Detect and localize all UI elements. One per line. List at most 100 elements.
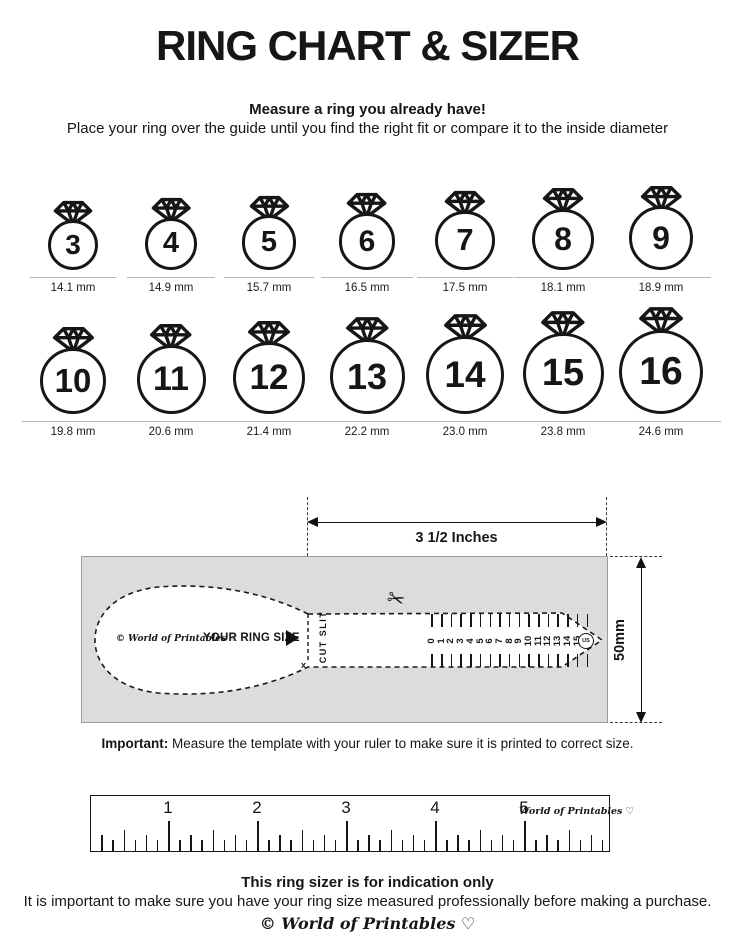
diamond-icon [52, 327, 94, 354]
scale-tick-bottom [450, 654, 453, 667]
scale-tick-bottom [586, 654, 588, 667]
ring-underline [504, 421, 622, 422]
ring-circle: 6 [338, 213, 396, 270]
ring-circle: 8 [532, 208, 594, 270]
ruler-tick [468, 840, 470, 851]
ring-underline [215, 421, 323, 422]
scale-tick-bottom [576, 654, 579, 667]
ring-underline [514, 277, 612, 278]
height-dimension-label: 50mm [612, 619, 628, 661]
diamond-icon [247, 320, 291, 348]
footer-bold: This ring sizer is for indication only [241, 874, 494, 891]
ruler-tick [268, 840, 270, 851]
ring-circle: 9 [629, 206, 693, 270]
ring-circle: 11 [136, 345, 206, 414]
ruler-tick [490, 840, 493, 851]
ruler-tick [379, 840, 381, 851]
scale-tick-top [450, 614, 453, 627]
scale-tick-top [518, 614, 521, 627]
ring-underline [126, 277, 216, 278]
ring-circle: 5 [241, 215, 297, 270]
subtitle: Place your ring over the guide until you… [66, 120, 669, 137]
ruler-tick [257, 821, 259, 851]
scale-tick-top [431, 614, 433, 627]
scale-tick-top [441, 614, 443, 627]
us-size-badge: US [578, 633, 594, 649]
scale-tick-top [538, 614, 540, 627]
important-text: Measure the template with your ruler to … [168, 736, 634, 751]
ring-diameter-label: 15.7 mm [246, 282, 292, 294]
ring-circle: 12 [233, 342, 305, 414]
ring-item: 12 21.4 mm [215, 320, 323, 438]
width-dimension-label: 3 1/2 Inches [415, 530, 498, 546]
ring-underline [417, 277, 513, 278]
ring-underline [601, 421, 721, 422]
ring-circle: 15 [522, 333, 604, 414]
ruler-tick [112, 840, 114, 851]
ruler-tick [368, 835, 370, 851]
scale-tick-bottom [460, 654, 462, 667]
ruler-tick [301, 830, 303, 851]
ring-underline [320, 277, 414, 278]
scale-tick-top [470, 614, 472, 627]
ruler-tick [412, 835, 415, 851]
ruler-tick [245, 840, 248, 851]
ring-item: 15 23.8 mm [504, 310, 622, 438]
ring-diameter-label: 17.5 mm [442, 282, 488, 294]
ruler-number: 5 [519, 798, 529, 817]
ring-diameter-label: 22.2 mm [344, 426, 390, 438]
scale-tick-bottom [567, 654, 569, 667]
scale-tick-top [479, 614, 482, 627]
diamond-icon [444, 190, 486, 217]
ring-diameter-label: 23.8 mm [540, 426, 586, 438]
ring-circle: 10 [40, 348, 106, 414]
ruler-tick [557, 840, 559, 851]
scale-tick-bottom [528, 654, 530, 667]
footer-brand: © World of Printables ♡ [259, 914, 476, 933]
scale-tick-bottom [441, 654, 443, 667]
ring-underline [223, 277, 315, 278]
diamond-icon [151, 198, 191, 224]
ruler-tick [168, 821, 170, 851]
ring-underline [118, 421, 224, 422]
ruler-tick [446, 840, 448, 851]
ruler-tick [312, 840, 315, 851]
ruler-tick [579, 840, 582, 851]
ring-item: 10 19.8 mm [22, 326, 124, 438]
width-arrow-line [311, 522, 603, 523]
ruler-tick [568, 830, 570, 851]
ring-diameter-label: 18.9 mm [638, 282, 684, 294]
ring-diameter-label: 16.5 mm [344, 282, 390, 294]
arrow-down-icon [636, 712, 646, 723]
ruler-number: 3 [341, 798, 351, 817]
subtitle-bold: Measure a ring you already have! [249, 101, 486, 118]
important-note: Important: Measure the template with you… [0, 736, 735, 751]
ruler-tick [390, 830, 392, 851]
arrow-up-icon [636, 557, 646, 568]
page-title: RING CHART & SIZER [156, 22, 580, 69]
ruler-tick [234, 835, 237, 851]
ruler-tick [334, 840, 337, 851]
ring-diameter-label: 14.9 mm [148, 282, 194, 294]
scale-tick-top [576, 614, 579, 627]
arrow-left-icon [307, 517, 318, 527]
cut-slit-label: CUT SLIT [318, 610, 328, 664]
ruler-tick [524, 821, 526, 851]
diamond-icon [639, 307, 683, 336]
ruler-number: 1 [163, 798, 173, 817]
ring-circle: 7 [435, 210, 495, 270]
ring-item: 13 22.2 mm [311, 316, 423, 438]
scale-tick-top [547, 614, 550, 627]
ring-diameter-label: 21.4 mm [246, 426, 292, 438]
ring-item: 9 18.9 mm [611, 185, 711, 294]
ruler-tick [512, 840, 515, 851]
ruler-tick [401, 840, 404, 851]
scale-tick-top [557, 614, 559, 627]
ruler-tick [346, 821, 348, 851]
scale-tick-bottom [538, 654, 540, 667]
footer-text: It is important to make sure you have yo… [23, 893, 712, 910]
diamond-icon [640, 185, 682, 213]
scale-tick-top [489, 614, 491, 627]
ruler-tick [156, 840, 159, 851]
ruler-tick [101, 835, 103, 851]
